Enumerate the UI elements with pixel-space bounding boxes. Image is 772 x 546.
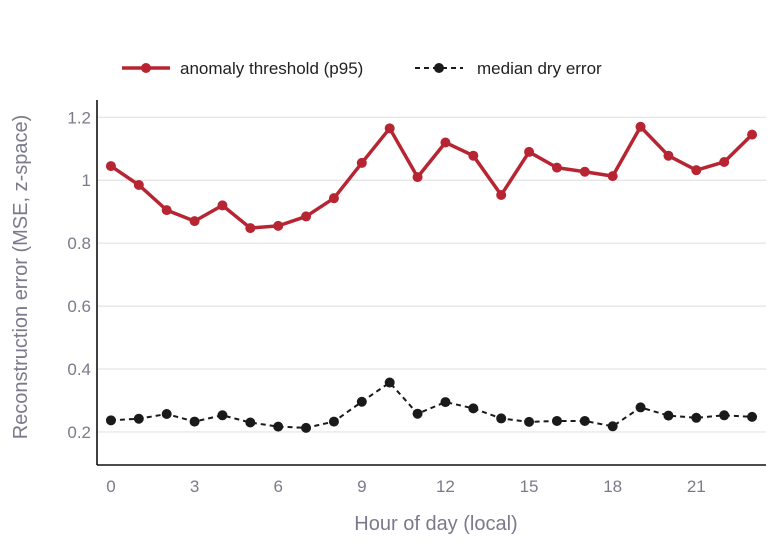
data-point	[161, 205, 172, 216]
y-tick-label: 0.4	[67, 360, 91, 379]
data-point	[356, 157, 367, 168]
y-tick-label: 1.2	[67, 108, 91, 127]
legend-threshold-marker	[141, 63, 151, 73]
y-tick-label: 1	[82, 171, 91, 190]
data-point	[607, 171, 618, 182]
data-point	[133, 413, 144, 424]
data-point	[161, 409, 172, 420]
data-point	[496, 413, 507, 424]
data-point	[412, 408, 423, 419]
x-tick-labels: 0 3 6 9 12 15 18 21	[106, 477, 706, 496]
x-tick-label: 9	[357, 477, 366, 496]
legend-item-threshold[interactable]: anomaly threshold (p95)	[122, 59, 363, 78]
data-point	[635, 402, 646, 413]
data-point	[440, 397, 451, 408]
data-point	[607, 421, 618, 432]
x-tick-label: 18	[603, 477, 622, 496]
series-line	[109, 124, 754, 230]
data-point	[301, 422, 312, 433]
data-point	[440, 137, 451, 148]
gridlines	[97, 116, 766, 433]
x-tick-label: 3	[190, 477, 199, 496]
y-axis-title: Reconstruction error (MSE, z-space)	[10, 115, 32, 440]
series-anomaly-threshold	[105, 121, 758, 234]
data-point	[245, 223, 256, 234]
legend-threshold-label: anomaly threshold (p95)	[180, 59, 363, 78]
data-point	[273, 220, 284, 231]
x-axis-title: Hour of day (local)	[354, 513, 517, 535]
data-point	[384, 377, 395, 388]
data-point	[663, 150, 674, 161]
data-point	[245, 417, 256, 428]
data-point	[663, 410, 674, 421]
axes	[96, 100, 766, 466]
data-point	[301, 211, 312, 222]
legend-item-median[interactable]: median dry error	[415, 59, 602, 78]
data-point	[105, 161, 116, 172]
series-median-dry-error	[105, 377, 758, 433]
series-lines	[105, 121, 758, 433]
y-tick-label: 0.8	[67, 234, 91, 253]
data-point	[524, 416, 535, 427]
x-tick-label: 21	[687, 477, 706, 496]
data-point	[719, 156, 730, 167]
data-point	[496, 190, 507, 201]
legend[interactable]: anomaly threshold (p95) median dry error	[122, 59, 602, 78]
y-tick-label: 0.2	[67, 423, 91, 442]
data-point	[384, 123, 395, 134]
data-point	[719, 410, 730, 421]
data-point	[524, 146, 535, 157]
data-point	[691, 165, 702, 176]
data-point	[217, 410, 228, 421]
data-point	[579, 166, 590, 177]
y-tick-labels: 0.2 0.4 0.6 0.8 1 1.2	[67, 108, 91, 442]
data-point	[747, 129, 758, 140]
y-tick-label: 0.6	[67, 297, 91, 316]
data-point	[105, 415, 116, 426]
data-point	[691, 412, 702, 423]
data-point	[189, 216, 200, 227]
data-point	[273, 421, 284, 432]
data-point	[747, 411, 758, 422]
data-point	[356, 396, 367, 407]
data-point	[468, 403, 479, 414]
data-point	[551, 162, 562, 173]
data-point	[468, 150, 479, 161]
x-tick-label: 6	[273, 477, 282, 496]
x-tick-label: 15	[520, 477, 539, 496]
data-point	[189, 416, 200, 427]
data-point	[217, 200, 228, 211]
x-tick-label: 12	[436, 477, 455, 496]
data-point	[328, 416, 339, 427]
series-line	[110, 381, 753, 429]
x-tick-label: 0	[106, 477, 115, 496]
legend-median-marker	[434, 63, 444, 73]
data-point	[133, 179, 144, 190]
legend-median-label: median dry error	[477, 59, 602, 78]
data-point	[579, 415, 590, 426]
data-point	[551, 415, 562, 426]
data-point	[328, 193, 339, 204]
data-point	[635, 121, 646, 132]
data-point	[412, 172, 423, 183]
